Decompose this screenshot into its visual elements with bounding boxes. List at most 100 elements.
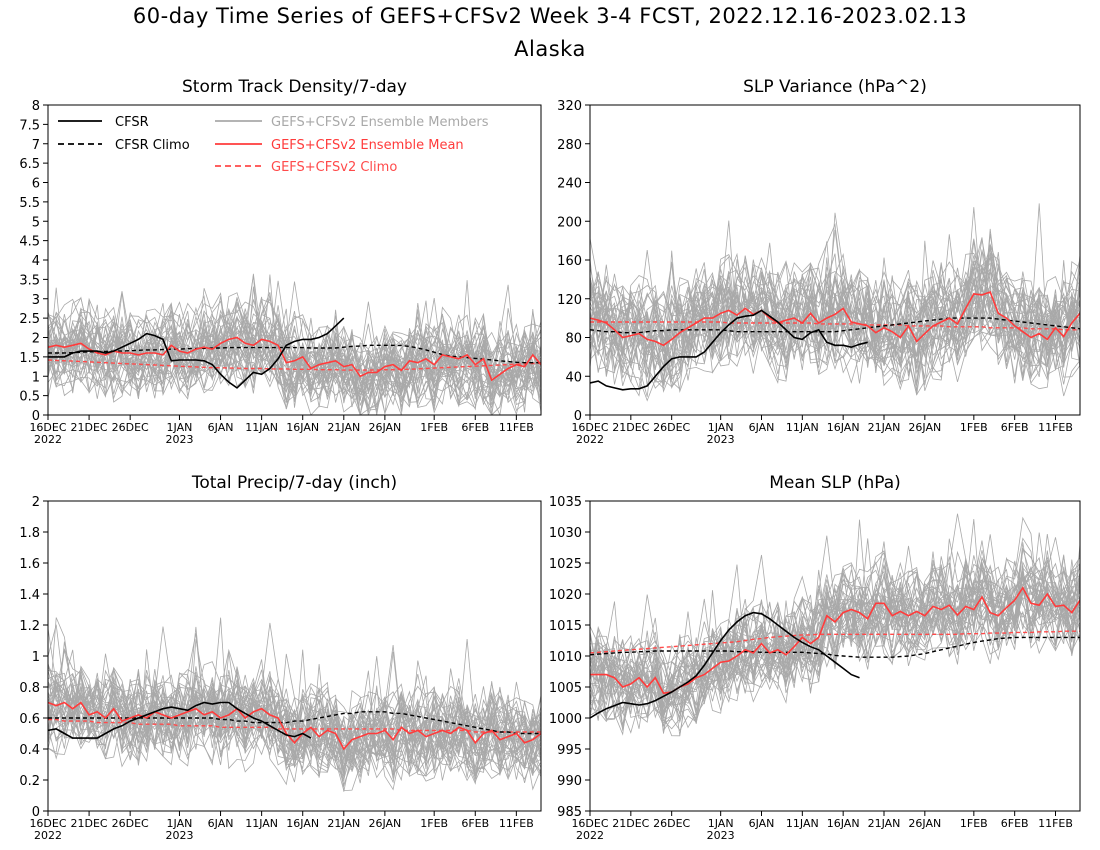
y-tick-label: 3.5 <box>19 273 40 288</box>
ensemble-member-line <box>590 262 1080 381</box>
ensemble-member-line <box>48 678 541 769</box>
y-tick-label: 0.4 <box>19 743 40 758</box>
legend: CFSR CFSR Climo GEFS+CFSv2 Ensemble Member… <box>58 115 489 175</box>
y-tick-label: 1.4 <box>19 588 40 603</box>
x-tick-label: 21JAN <box>868 421 901 434</box>
y-tick-label: 1035 <box>549 495 582 510</box>
x-tick-label: 26JAN <box>368 817 401 830</box>
chart-panel-4: Mean SLP (hPa) 985 990 995 1000 1005 1010 1015 1… <box>549 473 1081 842</box>
x-tick-label: 21DEC <box>612 421 649 434</box>
legend-gefs-climo-label: GEFS+CFSv2 Climo <box>271 160 397 175</box>
series-line-cfsr <box>590 309 868 391</box>
y-tick-label: 1030 <box>549 526 582 541</box>
ensemble-member-line <box>590 256 1080 384</box>
y-tick-label: 0 <box>32 409 40 424</box>
figure-region-subtitle: Alaska <box>514 37 586 61</box>
x-tick-label: 1FEB <box>420 817 448 830</box>
ensemble-member-line <box>590 245 1080 368</box>
x-tick-label: 6FEB <box>1001 421 1029 434</box>
y-tick-label: 995 <box>557 743 582 758</box>
ensemble-member-line <box>590 249 1080 369</box>
x-tick-label: 1JAN <box>708 817 734 830</box>
x-tick-label: 26JAN <box>368 421 401 434</box>
ensemble-member-line <box>590 556 1080 691</box>
x-tick-label: 11FEB <box>499 421 534 434</box>
chart-title: Storm Track Density/7-day <box>182 77 407 97</box>
ensemble-member-line <box>590 249 1080 377</box>
x-tick-label: 16JAN <box>827 421 860 434</box>
ensemble-member-line <box>590 257 1080 362</box>
x-tick-label: 16JAN <box>286 421 319 434</box>
y-tick-label: 1000 <box>549 712 582 727</box>
ensemble-member-line <box>48 297 541 391</box>
ensemble-member-line <box>48 296 541 401</box>
y-tick-label: 0.2 <box>19 774 40 789</box>
x-tick-label: 26JAN <box>908 817 941 830</box>
series-line-gefs-cfsv2-climo <box>48 359 541 371</box>
ensemble-member-line <box>590 571 1080 736</box>
y-tick-label: 7 <box>32 138 40 153</box>
y-tick-label: 8 <box>32 99 40 114</box>
x-year-label: 2023 <box>165 433 193 446</box>
y-tick-label: 2 <box>32 332 40 347</box>
ensemble-member-line <box>590 212 1080 367</box>
y-tick-label: 0 <box>32 805 40 820</box>
ensemble-member-line <box>48 324 541 415</box>
x-year-label: 2022 <box>576 433 604 446</box>
x-tick-label: 6JAN <box>208 817 234 830</box>
ensemble-member-line <box>48 626 541 774</box>
x-year-label: 2022 <box>34 433 62 446</box>
ensemble-member-line <box>590 220 1080 361</box>
y-tick-label: 80 <box>565 332 582 347</box>
y-tick-label: 4.5 <box>19 235 40 250</box>
y-tick-label: 1020 <box>549 588 582 603</box>
series-line-cfsr-climo <box>48 344 541 364</box>
ensemble-member-line <box>590 285 1080 388</box>
series-line-gefs-cfsv2-climo <box>590 630 1080 654</box>
ensemble-members <box>48 617 541 792</box>
legend-cfsr-label: CFSR <box>115 115 149 130</box>
x-tick-label: 6JAN <box>749 421 775 434</box>
y-tick-label: 1025 <box>549 557 582 572</box>
x-year-label: 2022 <box>34 829 62 842</box>
x-tick-label: 1FEB <box>960 421 988 434</box>
y-tick-label: 1 <box>32 370 40 385</box>
ensemble-member-line <box>48 308 541 406</box>
x-tick-label: 11FEB <box>499 817 534 830</box>
x-tick-label: 16DEC <box>29 421 66 434</box>
chart-title: SLP Variance (hPa^2) <box>743 77 927 97</box>
series-line-gefs-cfsv2-climo <box>48 718 541 733</box>
series-line-gefs-cfsv2-climo <box>590 321 1080 331</box>
series-line-cfsr-climo <box>590 317 1080 334</box>
y-tick-label: 200 <box>557 215 582 230</box>
x-tick-label: 16DEC <box>571 421 608 434</box>
chart-title: Mean SLP (hPa) <box>769 473 901 493</box>
ensemble-member-line <box>48 672 541 770</box>
y-tick-label: 1.6 <box>19 557 40 572</box>
series-line-gefs-cfsv2-ensemble-mean <box>48 336 541 382</box>
y-tick-label: 6 <box>32 177 40 192</box>
ensemble-member-line <box>590 532 1080 705</box>
chart-panel-1: Storm Track Density/7-day 0 0.5 1 1.5 2 2.5 3 3.… <box>19 77 542 446</box>
y-tick-label: 1010 <box>549 650 582 665</box>
x-tick-label: 26DEC <box>112 421 149 434</box>
legend-members-label: GEFS+CFSv2 Ensemble Members <box>271 115 489 130</box>
y-tick-label: 1.5 <box>19 351 40 366</box>
x-tick-label: 26DEC <box>653 421 690 434</box>
y-tick-label: 1015 <box>549 619 582 634</box>
x-tick-label: 21JAN <box>868 817 901 830</box>
x-tick-label: 6JAN <box>749 817 775 830</box>
chart-panel-3: Total Precip/7-day (inch)00.20.40.60.811… <box>19 473 542 842</box>
ensemble-member-line <box>590 567 1080 734</box>
ensemble-member-line <box>48 649 541 777</box>
y-tick-label: 2.5 <box>19 312 40 327</box>
y-tick-label: 0.6 <box>19 712 40 727</box>
ensemble-member-line <box>590 287 1080 391</box>
x-tick-label: 11FEB <box>1038 817 1073 830</box>
x-tick-label: 1JAN <box>708 421 734 434</box>
legend-mean-label: GEFS+CFSv2 Ensemble Mean <box>271 138 464 153</box>
chart-title: Total Precip/7-day (inch) <box>191 473 397 493</box>
x-tick-label: 6FEB <box>1001 817 1029 830</box>
ensemble-member-line <box>590 207 1080 396</box>
